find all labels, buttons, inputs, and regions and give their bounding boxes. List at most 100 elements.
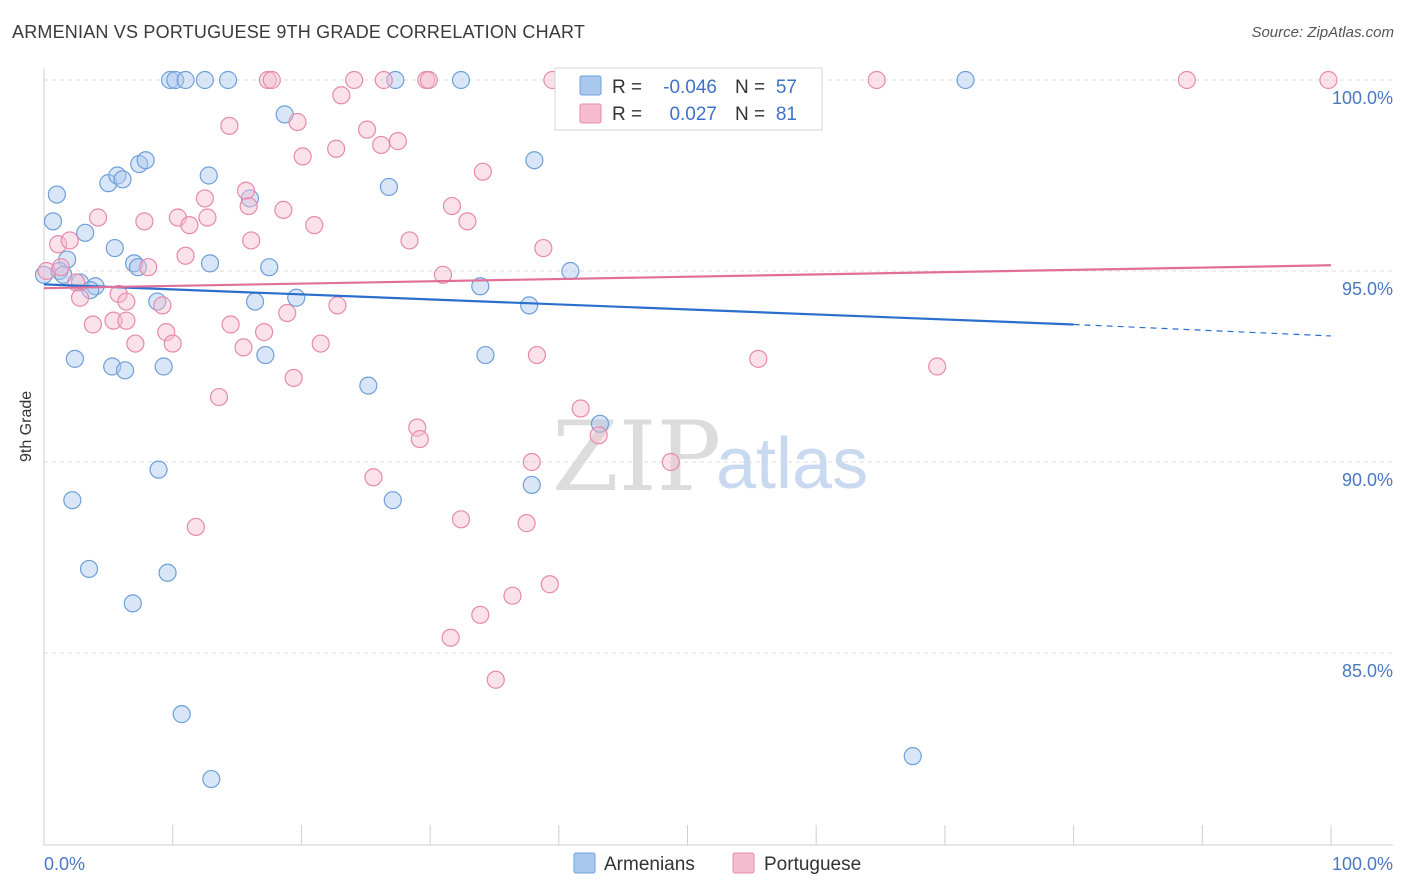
- legend-n-value-armenians: 57: [776, 77, 797, 98]
- portuguese-point-50: [328, 296, 347, 315]
- portuguese-point-59: [234, 338, 253, 357]
- legend-box: R = -0.046 N = 57 R = 0.027 N = 81: [554, 67, 823, 131]
- y-tick-label-90: 90.0%: [1342, 470, 1393, 490]
- armenian-point-44: [149, 460, 168, 479]
- portuguese-point-0: [258, 70, 278, 90]
- armenian-point-7: [956, 70, 975, 90]
- armenian-point-47: [522, 475, 541, 495]
- legend-swatch-portuguese: [579, 103, 602, 124]
- portuguese-point-57: [126, 334, 145, 353]
- armenian-point-35: [561, 261, 580, 281]
- source-label: Source: ZipAtlas.com: [1251, 24, 1394, 41]
- bottom-legend: Armenians Portuguese: [573, 852, 861, 875]
- axes: [43, 68, 1393, 846]
- portuguese-point-58: [163, 334, 182, 353]
- watermark-zip: ZIP: [552, 401, 721, 513]
- portuguese-point-14: [220, 116, 239, 135]
- armenian-point-39: [154, 357, 173, 376]
- bottom-legend-swatch-portuguese: [732, 852, 755, 874]
- armenian-point-12: [113, 170, 132, 189]
- portuguese-point-30: [135, 212, 154, 231]
- portuguese-point-21: [473, 162, 492, 181]
- x-tick-label-max: 100.0%: [1332, 854, 1393, 874]
- portuguese-point-39: [51, 258, 70, 277]
- armenian-point-6: [451, 70, 471, 90]
- legend-swatch-armenians: [579, 75, 602, 96]
- portuguese-point-52: [104, 311, 123, 330]
- legend-n-value-portuguese: 81: [776, 104, 797, 125]
- armenian-point-17: [379, 177, 399, 197]
- x-tick-label-min: 0.0%: [44, 854, 85, 874]
- legend-r-value-armenians: -0.046: [663, 77, 717, 98]
- armenian-point-4: [218, 70, 238, 90]
- portuguese-point-17: [372, 135, 391, 155]
- portuguese-point-35: [400, 231, 419, 250]
- portuguese-point-56: [254, 323, 274, 342]
- portuguese-point-37: [534, 238, 553, 258]
- portuguese-point-75: [186, 517, 205, 537]
- portuguese-point-28: [60, 231, 79, 250]
- portuguese-point-38: [37, 261, 56, 281]
- watermark: ZIP atlas: [552, 401, 868, 513]
- portuguese-point-20: [293, 147, 312, 166]
- armenian-point-42: [476, 345, 495, 365]
- portuguese-point-76: [540, 575, 559, 594]
- portuguese-point-34: [305, 216, 324, 235]
- portuguese-point-55: [221, 315, 240, 334]
- series-armenians: [34, 70, 975, 789]
- armenian-point-48: [79, 559, 99, 579]
- armenian-point-49: [123, 594, 142, 613]
- armenian-point-34: [520, 296, 539, 315]
- portuguese-point-23: [195, 189, 214, 208]
- portuguese-point-46: [109, 284, 128, 304]
- portuguese-point-53: [117, 311, 136, 330]
- x-tick-labels: 0.0% 100.0%: [44, 854, 1393, 874]
- portuguese-point-72: [364, 468, 383, 487]
- portuguese-trend-line: [43, 264, 1332, 290]
- portuguese-point-43: [433, 265, 453, 284]
- portuguese-point-60: [311, 334, 330, 353]
- portuguese-point-25: [274, 200, 293, 219]
- portuguese-point-12: [1319, 70, 1338, 90]
- armenian-point-0: [161, 70, 180, 90]
- armenian-point-51: [172, 705, 191, 724]
- portuguese-point-77: [503, 586, 522, 605]
- watermark-atlas: atlas: [716, 424, 868, 504]
- portuguese-point-65: [209, 387, 229, 407]
- portuguese-point-33: [198, 208, 217, 227]
- armenian-point-41: [359, 376, 378, 395]
- armenian-point-54: [128, 258, 148, 277]
- portuguese-point-16: [357, 120, 377, 139]
- portuguese-point-70: [522, 452, 541, 472]
- series-portuguese: [37, 70, 1338, 689]
- bottom-legend-armenians: Armenians: [604, 854, 695, 875]
- armenian-point-2: [176, 70, 195, 90]
- armenian-point-3: [195, 70, 214, 90]
- bottom-legend-portuguese: Portuguese: [764, 854, 861, 875]
- armenian-point-32: [287, 288, 306, 307]
- portuguese-point-47: [117, 292, 136, 311]
- armenian-point-20: [76, 223, 95, 242]
- portuguese-point-68: [410, 429, 429, 449]
- armenian-point-33: [471, 277, 490, 296]
- portuguese-point-5: [419, 70, 438, 90]
- portuguese-point-42: [242, 231, 261, 250]
- armenian-point-46: [383, 491, 402, 510]
- portuguese-point-48: [153, 296, 172, 315]
- portuguese-point-27: [49, 235, 68, 254]
- armenian-point-52: [202, 769, 221, 789]
- armenians-trend-extension: [1073, 323, 1332, 337]
- legend-r-label-portuguese: R =: [612, 104, 642, 125]
- armenian-point-15: [199, 166, 218, 185]
- portuguese-point-78: [471, 605, 490, 624]
- armenian-point-9: [47, 185, 66, 204]
- portuguese-point-51: [83, 315, 103, 334]
- portuguese-point-26: [442, 196, 462, 216]
- portuguese-point-62: [749, 349, 768, 368]
- portuguese-point-61: [527, 345, 547, 365]
- armenian-point-38: [115, 361, 135, 380]
- armenian-point-1: [166, 70, 185, 90]
- portuguese-point-49: [278, 303, 297, 323]
- portuguese-point-10: [867, 70, 886, 90]
- portuguese-point-74: [517, 514, 536, 533]
